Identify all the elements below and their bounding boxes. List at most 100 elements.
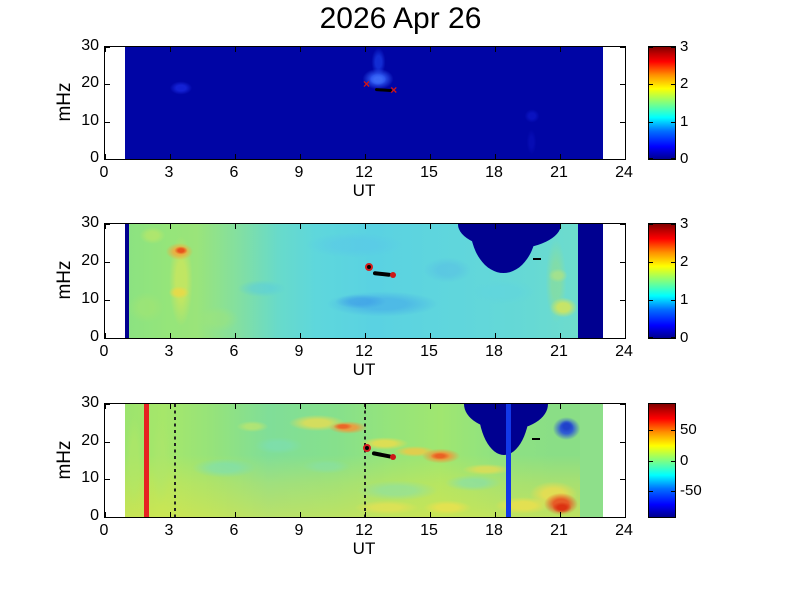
y-axis-tick (105, 121, 110, 123)
x-axis-tick (495, 224, 496, 229)
x-axis-tick (170, 512, 171, 517)
y-axis-label: mHz (54, 439, 75, 480)
colorbar-tick (671, 224, 675, 225)
x-axis-tick (235, 224, 236, 229)
x-tick-label: 3 (164, 164, 174, 181)
panel-1-spectrogram (125, 47, 603, 159)
x-axis-tick (560, 333, 561, 338)
feature-navy-dome (470, 224, 538, 273)
x-axis-tick (560, 224, 561, 229)
colorbar-tick (671, 158, 675, 159)
y-axis-tick (105, 159, 110, 160)
x-axis-tick (430, 224, 431, 229)
marker-red-dot (389, 453, 396, 460)
y-axis-tick (620, 121, 625, 123)
x-tick-label: 6 (229, 343, 239, 360)
y-axis-tick (620, 404, 625, 405)
y-axis-tick (620, 300, 625, 301)
x-axis-tick (105, 224, 106, 229)
colorbar-tick (649, 261, 653, 263)
y-axis-tick (620, 517, 625, 518)
colorbar-3 (648, 403, 676, 518)
x-axis-tick (625, 333, 626, 338)
feature-blob (414, 498, 480, 517)
x-axis-tick (625, 47, 626, 52)
x-axis-tick (495, 404, 496, 409)
x-axis-label: UT (352, 360, 376, 379)
y-tick-label: 10 (81, 290, 99, 307)
y-tick-label: 20 (81, 431, 99, 449)
feature-blob (125, 286, 170, 329)
y-tick-label: 10 (81, 111, 99, 129)
x-axis-tick (625, 512, 626, 517)
x-axis-tick (235, 154, 236, 159)
marker-ringed-dot (363, 444, 372, 453)
x-tick-label: 21 (550, 343, 568, 360)
feature-blob (522, 106, 542, 126)
y-axis-tick (105, 517, 110, 518)
panel-1-axes: × × (104, 46, 626, 160)
x-axis-tick (105, 154, 106, 159)
feature-dash (533, 257, 542, 260)
x-tick-label: 18 (485, 522, 503, 539)
x-axis-tick (625, 224, 626, 229)
feature-blob (544, 265, 571, 285)
x-axis-tick (300, 333, 301, 338)
y-tick-label: 10 (81, 469, 99, 487)
x-tick-label: 18 (485, 343, 503, 360)
marker-chain (373, 270, 392, 277)
panel-3-axes (104, 403, 626, 518)
y-tick-label: 30 (81, 37, 99, 54)
feature-dash (532, 438, 541, 441)
figure-title: 2026 Apr 26 (319, 2, 482, 35)
feature-blob (164, 283, 193, 301)
x-tick-label: 0 (99, 343, 109, 360)
x-axis-tick (170, 154, 171, 159)
feature-blob (148, 404, 175, 517)
y-axis-label: mHz (54, 82, 75, 122)
x-axis-tick (105, 47, 106, 52)
y-axis-tick (105, 300, 110, 301)
colorbar-2 (648, 223, 676, 339)
x-axis-tick (495, 333, 496, 338)
x-axis-tick (560, 404, 561, 409)
panel-2-axes (104, 223, 626, 339)
y-axis-tick (620, 224, 625, 225)
x-tick-label: 6 (229, 164, 239, 181)
y-axis-tick (105, 479, 110, 481)
x-tick-label: 15 (420, 343, 438, 360)
x-axis-tick (430, 333, 431, 338)
x-axis-tick (300, 224, 301, 229)
feature-blob (245, 434, 311, 457)
y-axis-tick (105, 404, 110, 405)
x-tick-label: 12 (355, 522, 373, 539)
y-tick-label: 20 (81, 74, 99, 92)
x-axis-tick (235, 333, 236, 338)
feature-blob (460, 275, 547, 310)
x-tick-label: 9 (294, 343, 304, 360)
x-axis-tick (430, 154, 431, 159)
colorbar-tick-label: 3 (680, 38, 689, 55)
x-tick-label: 6 (229, 522, 239, 539)
x-tick-label: 24 (615, 343, 633, 360)
feature-band (578, 224, 603, 338)
x-axis-label: UT (352, 539, 376, 558)
colorbar-tick (671, 300, 675, 301)
colorbar-tick-label: 0 (680, 329, 689, 346)
y-axis-tick (105, 338, 110, 339)
colorbar-tick (649, 84, 653, 86)
x-axis-tick (560, 512, 561, 517)
panel-2-features (125, 224, 603, 338)
feature-blob (230, 419, 274, 435)
x-axis-tick (300, 512, 301, 517)
x-axis-tick (235, 512, 236, 517)
y-axis-tick (105, 441, 110, 443)
colorbar-gradient (649, 404, 675, 517)
x-axis-tick (365, 512, 366, 517)
y-axis-tick (620, 47, 625, 48)
feature-blob (544, 294, 582, 321)
x-axis-tick (300, 154, 301, 159)
x-tick-label: 9 (294, 164, 304, 181)
feature-vline-dotted (364, 404, 366, 517)
